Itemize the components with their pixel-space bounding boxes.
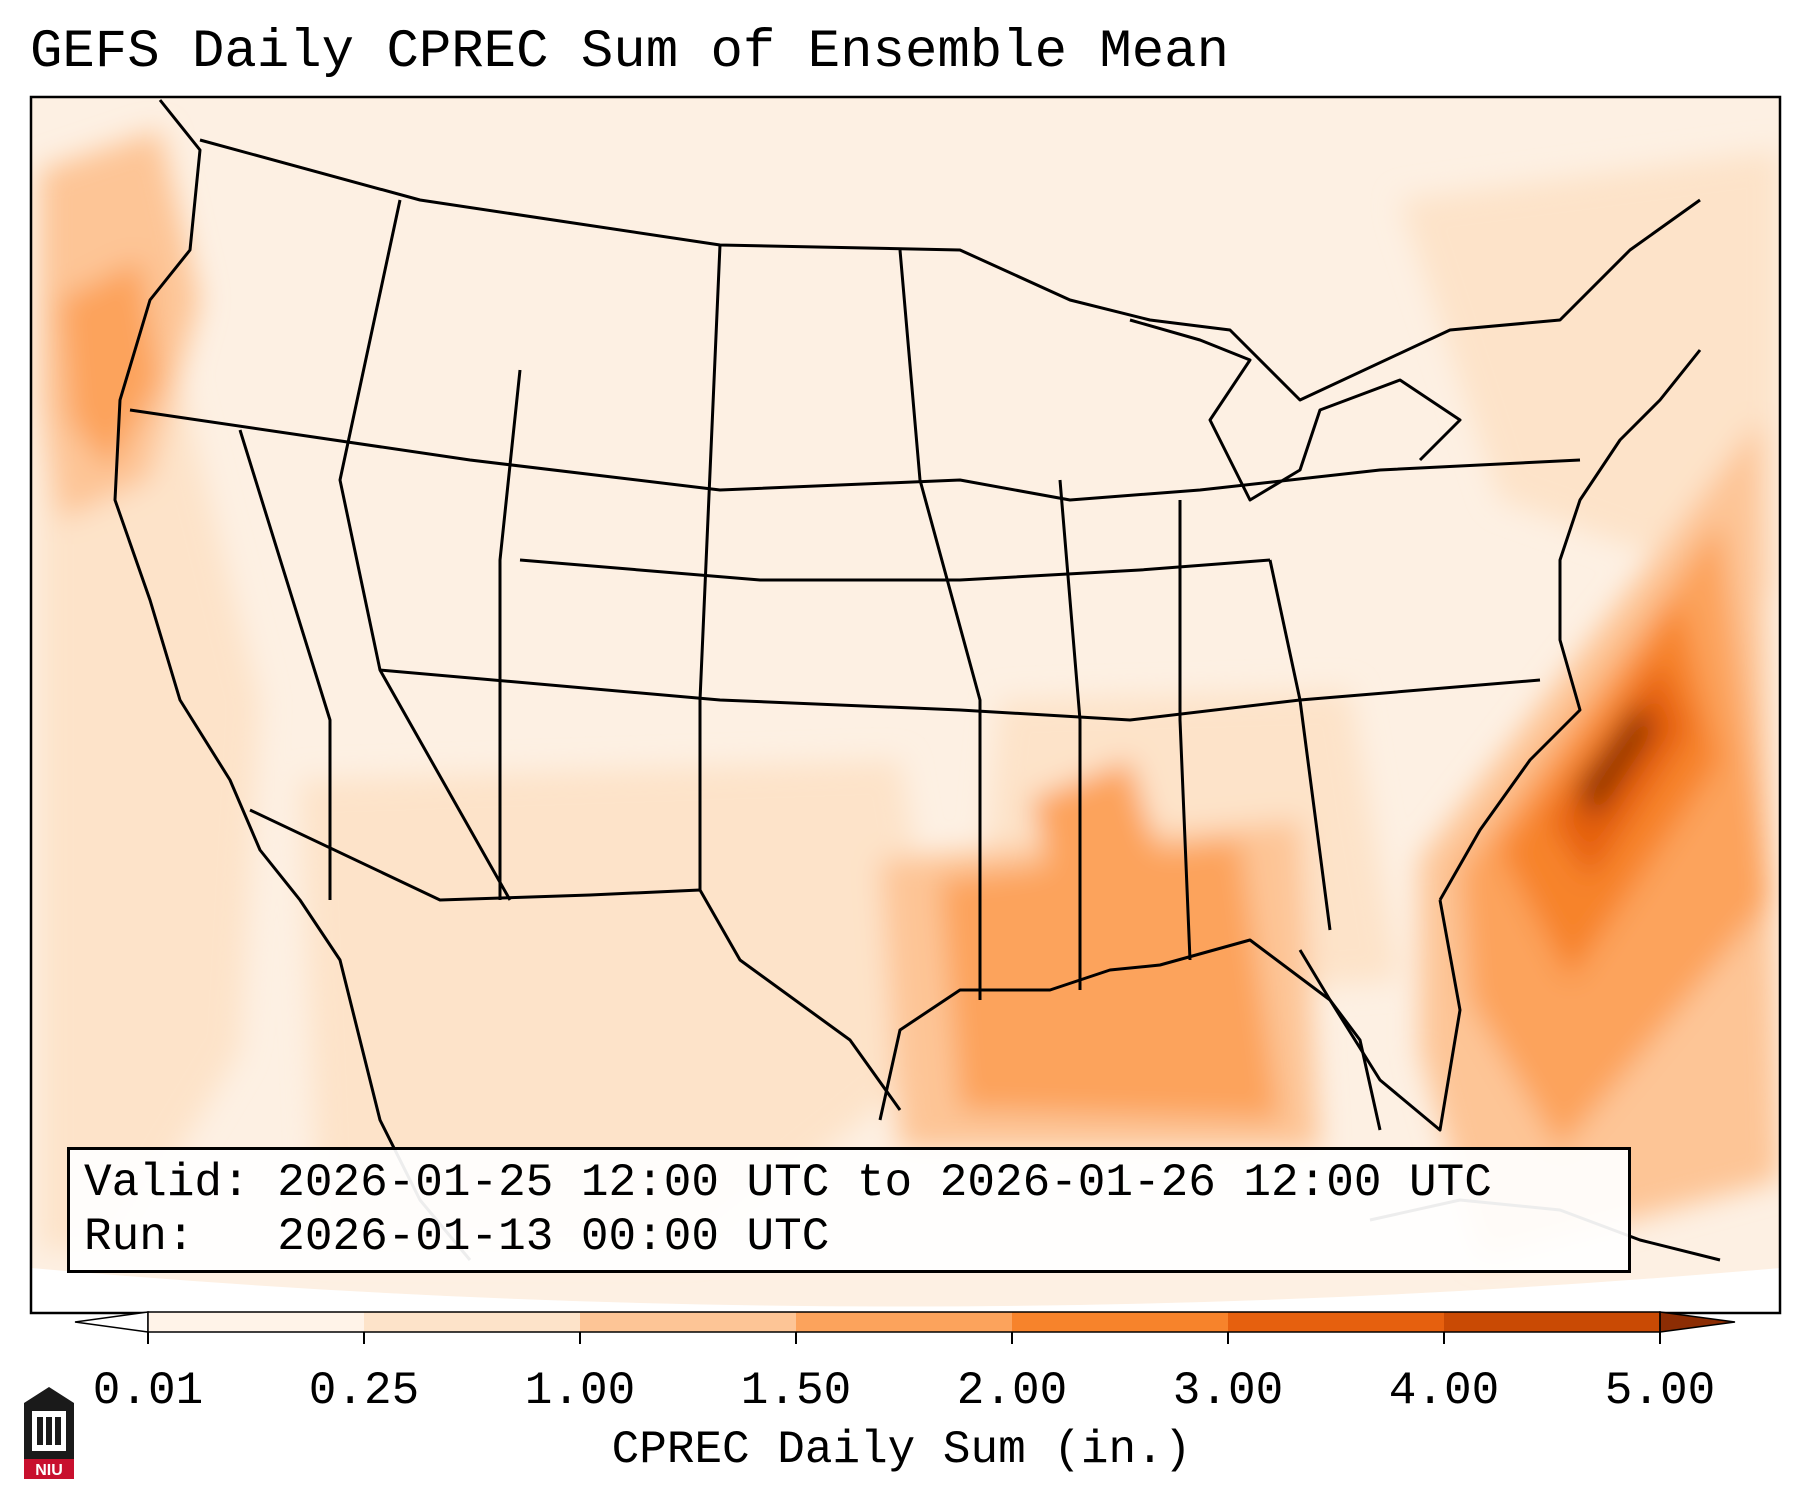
page-title: GEFS Daily CPREC Sum of Ensemble Mean <box>30 22 1229 83</box>
colorbar-tick-label: 5.00 <box>1605 1365 1715 1417</box>
colorbar-tick-label: 1.50 <box>741 1365 851 1417</box>
precip-patch <box>1575 700 1655 820</box>
colorbar-tick-label: 0.01 <box>93 1365 203 1417</box>
colorbar-bin <box>1444 1312 1661 1332</box>
state-col-1 <box>238 429 332 900</box>
precip-patch <box>300 760 950 1250</box>
state-col-6 <box>1058 479 1082 990</box>
great-lakes <box>1129 318 1462 502</box>
colorbar-tick-label: 1.00 <box>525 1365 635 1417</box>
state-row-2 <box>379 668 1541 722</box>
run-value: 2026-01-13 00:00 UTC <box>277 1211 830 1263</box>
coastline <box>113 99 472 1261</box>
map-outer-arc <box>31 1268 1780 1313</box>
florida <box>1298 899 1462 1132</box>
precip-shading <box>40 130 1780 1260</box>
state-col-8 <box>1268 559 1332 931</box>
colorbar: 0.01 0.25 1.00 1.50 2.00 3.00 4.00 5.00 <box>74 1311 1736 1417</box>
colorbar-tick-label: 4.00 <box>1389 1365 1499 1417</box>
colorbar-bin <box>1228 1312 1445 1332</box>
niu-logo: NIU <box>24 1387 74 1479</box>
state-row-1 <box>129 408 1581 502</box>
state-col-7 <box>1178 500 1192 961</box>
colorbar-bin <box>1012 1312 1229 1332</box>
gulf-coast <box>878 938 1382 1131</box>
state-col-4 <box>698 244 722 890</box>
colorbar-bin <box>580 1312 797 1332</box>
colorbar-over-arrow <box>1659 1311 1736 1333</box>
us-canada-border <box>199 138 1701 402</box>
colorbar-tick-label: 0.25 <box>309 1365 419 1417</box>
valid-label: Valid: <box>84 1157 250 1209</box>
state-borders <box>113 99 1721 1262</box>
atlantic-coast <box>1438 349 1702 901</box>
state-col-5 <box>898 249 982 1000</box>
state-col-2 <box>338 199 512 901</box>
run-label: Run: <box>84 1211 195 1263</box>
precip-patch <box>60 260 160 470</box>
state-row-3 <box>519 558 1271 582</box>
colorbar-bin <box>364 1312 581 1332</box>
niu-logo-text: NIU <box>35 1462 63 1479</box>
colorbar-tick-label: 3.00 <box>1173 1365 1283 1417</box>
precip-patch <box>40 380 260 1250</box>
valid-value: 2026-01-25 12:00 UTC to 2026-01-26 12:00… <box>277 1157 1492 1209</box>
colorbar-bin <box>148 1312 365 1332</box>
precip-patch <box>1030 760 1160 900</box>
precip-patch <box>1400 150 1780 600</box>
colorbar-under-arrow <box>74 1311 149 1333</box>
valid-run-info: Valid: 2026-01-25 12:00 UTC to 2026-01-2… <box>67 1147 1631 1273</box>
colorbar-label: CPREC Daily Sum (in.) <box>611 1424 1192 1476</box>
colorbar-bin <box>796 1312 1013 1332</box>
state-col-3 <box>498 369 522 900</box>
colorbar-outline <box>147 1311 1661 1333</box>
colorbar-tick-label: 2.00 <box>957 1365 1067 1417</box>
precip-patch <box>940 840 1280 1120</box>
